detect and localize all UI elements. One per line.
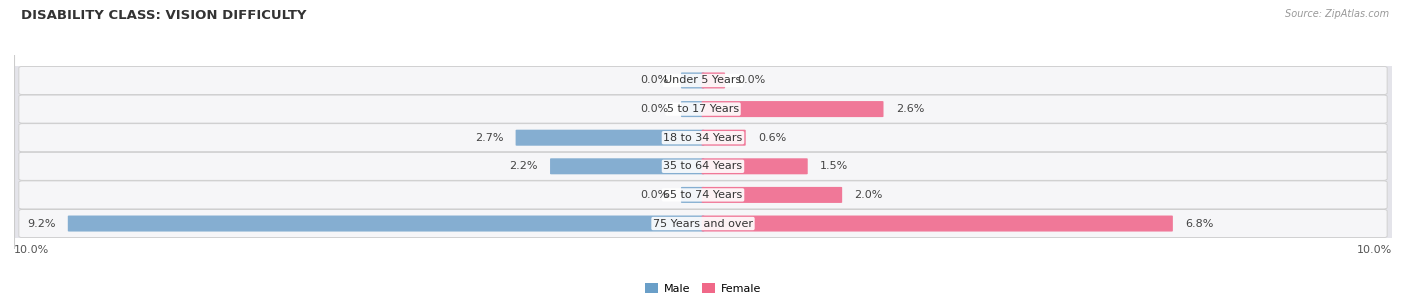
Text: 2.6%: 2.6% [896,104,924,114]
Text: 5 to 17 Years: 5 to 17 Years [666,104,740,114]
Text: 0.0%: 0.0% [640,190,669,200]
FancyBboxPatch shape [67,216,704,232]
Text: 10.0%: 10.0% [1357,245,1392,255]
FancyBboxPatch shape [18,181,1388,209]
Text: 2.2%: 2.2% [509,161,537,171]
Bar [14,152,1392,181]
Text: 75 Years and over: 75 Years and over [652,219,754,229]
Text: 65 to 74 Years: 65 to 74 Years [664,190,742,200]
Bar [14,95,1392,123]
FancyBboxPatch shape [681,72,704,88]
FancyBboxPatch shape [681,187,704,203]
Text: 0.0%: 0.0% [640,75,669,85]
Text: 2.7%: 2.7% [475,133,503,143]
Text: 35 to 64 Years: 35 to 64 Years [664,161,742,171]
FancyBboxPatch shape [702,158,807,174]
Text: 10.0%: 10.0% [14,245,49,255]
Bar [14,66,1392,95]
Text: 0.0%: 0.0% [738,75,766,85]
Text: 6.8%: 6.8% [1185,219,1213,229]
FancyBboxPatch shape [516,130,704,146]
FancyBboxPatch shape [702,101,883,117]
Text: 0.6%: 0.6% [758,133,786,143]
FancyBboxPatch shape [550,158,704,174]
FancyBboxPatch shape [18,209,1388,237]
Text: DISABILITY CLASS: VISION DIFFICULTY: DISABILITY CLASS: VISION DIFFICULTY [21,9,307,22]
Text: 2.0%: 2.0% [855,190,883,200]
Text: 0.0%: 0.0% [640,104,669,114]
Bar [14,181,1392,209]
FancyBboxPatch shape [702,187,842,203]
Text: 9.2%: 9.2% [27,219,55,229]
FancyBboxPatch shape [18,95,1388,123]
FancyBboxPatch shape [702,72,725,88]
Text: Source: ZipAtlas.com: Source: ZipAtlas.com [1285,9,1389,19]
FancyBboxPatch shape [18,67,1388,95]
Bar [14,209,1392,238]
Text: Under 5 Years: Under 5 Years [665,75,741,85]
FancyBboxPatch shape [681,101,704,117]
Text: 18 to 34 Years: 18 to 34 Years [664,133,742,143]
FancyBboxPatch shape [18,124,1388,152]
FancyBboxPatch shape [702,216,1173,232]
Text: 1.5%: 1.5% [820,161,848,171]
Legend: Male, Female: Male, Female [641,278,765,298]
FancyBboxPatch shape [702,130,745,146]
FancyBboxPatch shape [18,152,1388,180]
Bar [14,123,1392,152]
